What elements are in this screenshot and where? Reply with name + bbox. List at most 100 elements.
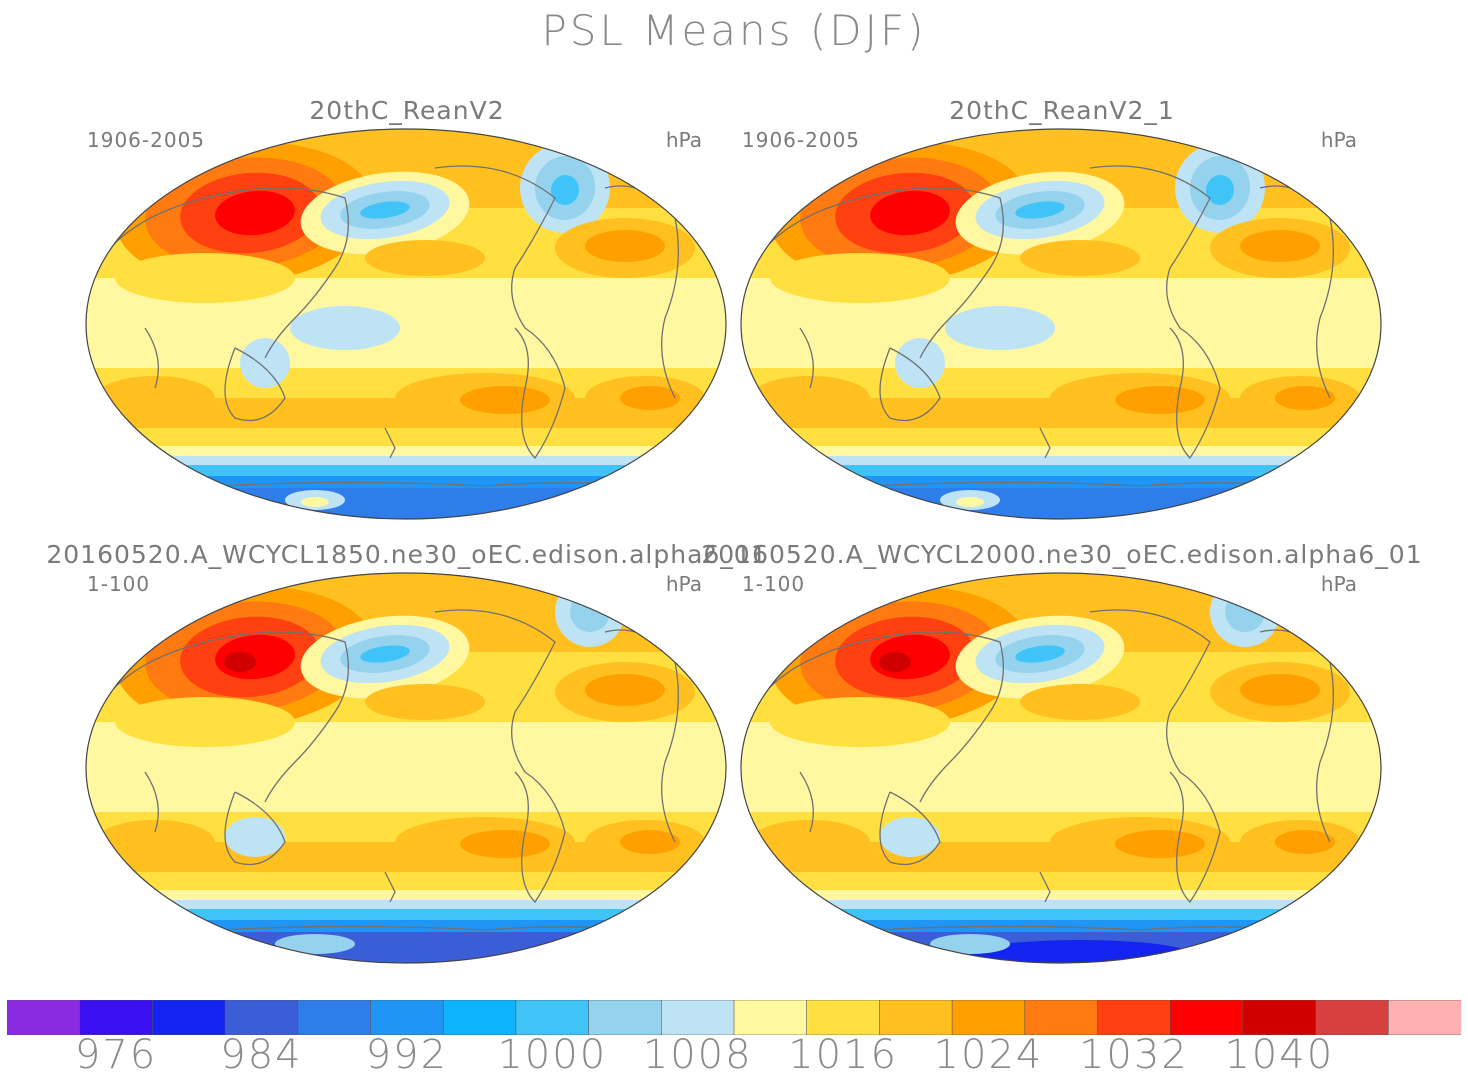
panel-period: 1-100 — [87, 572, 151, 596]
map-border — [740, 572, 1382, 964]
pressure-contour — [224, 652, 256, 672]
panel-title: 20160520.A_WCYCL1850.ne30_oEC.edison.alp… — [46, 540, 768, 569]
coastline — [94, 631, 349, 803]
colorbar-tick-label: 1000 — [497, 1032, 608, 1078]
pressure-band — [86, 932, 726, 963]
colorbar-swatch — [1024, 1000, 1099, 1035]
map-panel-2: 20thC_ReanV2_1 1906-2005 hPa — [737, 96, 1387, 536]
pressure-contour — [620, 386, 680, 410]
pressure-contour — [1275, 830, 1335, 854]
pressure-band — [86, 890, 726, 902]
coastline — [879, 347, 941, 422]
pressure-contour — [1115, 386, 1205, 414]
pressure-contour — [365, 684, 485, 720]
pressure-contour — [879, 652, 911, 672]
pressure-contour — [620, 830, 680, 854]
map-border — [85, 128, 727, 520]
panel-period: 1906-2005 — [742, 128, 861, 152]
pressure-band — [741, 900, 1381, 910]
pressure-contour — [275, 934, 355, 954]
pressure-band — [741, 890, 1381, 902]
pressure-contour — [770, 697, 950, 747]
pressure-contour — [1240, 230, 1320, 262]
pressure-contour — [945, 750, 1055, 794]
pressure-contour — [770, 253, 950, 303]
colorbar-swatch — [1169, 1000, 1244, 1035]
pressure-contour — [585, 230, 665, 262]
pressure-contour — [290, 750, 400, 794]
coastline — [384, 871, 396, 903]
colorbar-swatch — [152, 1000, 226, 1035]
pressure-band — [86, 456, 726, 466]
coastline — [799, 771, 814, 833]
colorbar-swatch — [224, 1000, 299, 1035]
pressure-contour — [215, 190, 295, 236]
pressure-contour — [945, 306, 1055, 350]
colorbar-swatch — [660, 1000, 735, 1035]
colorbar-swatch — [1097, 1000, 1171, 1035]
pressure-contour — [240, 338, 290, 388]
colorbar-swatch — [951, 1000, 1026, 1035]
pressure-contour — [360, 201, 410, 219]
pressure-contour — [1015, 201, 1065, 219]
map-plot — [85, 128, 727, 520]
pressure-contour — [301, 497, 329, 507]
pressure-contour — [1115, 830, 1205, 858]
colorbar-tick-label: 1024 — [933, 1032, 1044, 1078]
coastline — [224, 791, 286, 866]
map-panel-3: 20160520.A_WCYCL1850.ne30_oEC.edison.alp… — [46, 540, 767, 980]
map-border — [740, 128, 1382, 520]
coastline — [1089, 609, 1221, 904]
pressure-band — [86, 900, 726, 910]
colorbar-tick-label: 992 — [365, 1032, 449, 1078]
pressure-contour — [750, 820, 870, 864]
panel-units: hPa — [1320, 128, 1357, 152]
map-plot — [85, 572, 727, 964]
panel-units: hPa — [1320, 572, 1357, 596]
pressure-band — [86, 465, 726, 477]
colorbar-tick-label: 984 — [220, 1032, 303, 1078]
map-plot — [740, 128, 1382, 520]
pressure-contour — [1020, 240, 1140, 276]
figure-title: PSL Means (DJF) — [541, 6, 927, 55]
pressure-contour — [225, 817, 285, 857]
colorbar-tick-label: 1040 — [1224, 1032, 1335, 1078]
coastline — [224, 347, 286, 422]
panel-period: 1906-2005 — [87, 128, 206, 152]
panel-period: 1-100 — [742, 572, 806, 596]
pressure-band — [86, 909, 726, 921]
pressure-contour — [115, 697, 295, 747]
pressure-contour — [870, 190, 950, 236]
pressure-band — [741, 872, 1381, 892]
pressure-contour — [460, 386, 550, 414]
pressure-band — [741, 465, 1381, 477]
pressure-contour — [585, 674, 665, 706]
map-panel-4: 20160520.A_WCYCL2000.ne30_oEC.edison.alp… — [701, 540, 1422, 980]
colorbar-tick-label: 1016 — [788, 1032, 898, 1078]
coastline — [749, 187, 1004, 359]
colorbar-swatch — [1315, 1000, 1390, 1035]
colorbar-swatch — [79, 1000, 154, 1035]
coastline — [94, 187, 349, 359]
colorbar-swatch — [588, 1000, 663, 1035]
pressure-contour — [290, 306, 400, 350]
pressure-contour — [880, 817, 940, 857]
colorbar — [7, 1000, 1461, 1035]
map-border — [85, 572, 727, 964]
map-plot — [740, 572, 1382, 964]
pressure-contour — [115, 253, 295, 303]
pressure-contour — [95, 376, 215, 420]
coastline — [384, 427, 396, 459]
colorbar-swatch — [1388, 1000, 1461, 1035]
pressure-band — [741, 909, 1381, 921]
coastline — [144, 327, 159, 389]
pressure-contour — [895, 338, 945, 388]
pressure-band — [741, 446, 1381, 458]
pressure-band — [86, 872, 726, 892]
colorbar-swatch — [806, 1000, 881, 1035]
pressure-band — [741, 428, 1381, 448]
pressure-band — [86, 488, 726, 519]
panel-units: hPa — [665, 128, 702, 152]
pressure-contour — [1240, 674, 1320, 706]
colorbar-swatch — [515, 1000, 590, 1035]
